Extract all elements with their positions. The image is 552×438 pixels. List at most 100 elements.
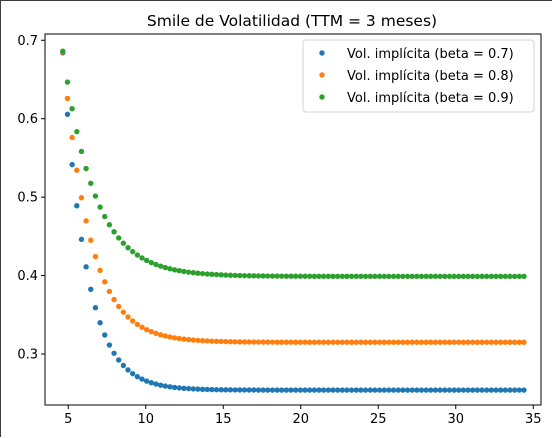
data-point <box>446 339 453 345</box>
data-point <box>381 387 387 393</box>
data-point <box>521 387 527 393</box>
data-point <box>488 273 495 280</box>
data-point <box>316 339 322 345</box>
data-point <box>456 339 462 345</box>
data-point <box>358 387 364 393</box>
x-tick-label: 20 <box>292 412 309 427</box>
data-point <box>162 333 168 339</box>
data-point <box>367 387 373 393</box>
data-point <box>479 273 485 280</box>
data-point <box>483 387 490 393</box>
data-point <box>353 339 359 345</box>
data-point <box>293 387 299 393</box>
data-point <box>423 339 429 345</box>
data-point <box>521 273 527 280</box>
data-point <box>376 387 383 393</box>
data-point <box>157 382 164 388</box>
data-point <box>279 339 285 345</box>
data-point <box>283 339 290 345</box>
data-point <box>167 334 173 340</box>
data-point <box>97 320 103 326</box>
x-tick-label: 5 <box>64 412 72 427</box>
data-point <box>274 339 280 345</box>
data-point <box>358 339 364 345</box>
data-point <box>376 273 383 280</box>
data-point <box>465 339 471 345</box>
data-point <box>97 204 103 210</box>
data-point <box>358 273 364 280</box>
legend-marker-beta-0-7 <box>319 50 325 56</box>
data-point <box>111 296 117 303</box>
data-point <box>372 273 378 280</box>
data-point <box>362 339 369 345</box>
data-point <box>185 385 192 392</box>
data-point <box>404 387 411 393</box>
data-point <box>493 273 499 280</box>
data-point <box>428 273 434 280</box>
data-point <box>456 273 462 280</box>
legend-box <box>302 39 535 113</box>
data-point <box>265 387 271 393</box>
legend-label-beta-0-8: Vol. implícita (beta = 0.8) <box>347 69 514 84</box>
data-point <box>251 387 257 393</box>
data-point <box>451 273 457 280</box>
data-point <box>129 248 136 255</box>
data-point <box>474 273 481 280</box>
data-point <box>227 272 234 278</box>
data-point <box>428 387 434 393</box>
data-point <box>442 387 448 393</box>
data-point <box>302 387 308 393</box>
data-point <box>470 273 476 280</box>
data-point <box>386 339 392 345</box>
data-point <box>283 387 290 393</box>
data-point <box>293 273 299 279</box>
data-point <box>521 339 527 345</box>
data-point <box>306 387 313 393</box>
data-point <box>497 273 504 280</box>
data-point <box>376 339 383 345</box>
data-point <box>311 387 318 393</box>
y-tick-label: 0.4 <box>17 269 38 284</box>
data-point <box>493 387 499 393</box>
data-point <box>204 386 210 393</box>
data-point <box>106 288 113 295</box>
data-point <box>199 270 206 277</box>
data-point <box>497 387 504 393</box>
axes: 5 10 15 20 25 30 35 0.3 0.4 0.5 0.6 0.7 <box>17 34 541 427</box>
data-point <box>414 339 420 345</box>
y-tick-label: 0.5 <box>17 191 38 206</box>
data-point <box>279 273 285 279</box>
legend-label-beta-0-7: Vol. implícita (beta = 0.7) <box>347 47 514 62</box>
data-point <box>334 387 341 393</box>
data-point <box>246 339 252 345</box>
data-point <box>418 387 425 393</box>
data-point <box>88 286 94 293</box>
data-point <box>134 373 141 380</box>
data-point <box>241 339 248 345</box>
data-point <box>92 305 99 311</box>
data-point <box>83 264 89 270</box>
data-point <box>404 273 411 280</box>
data-point <box>339 387 345 393</box>
data-point <box>148 328 155 335</box>
data-point <box>143 257 150 264</box>
plot-points <box>60 48 527 393</box>
data-point <box>232 387 238 393</box>
data-point <box>320 387 327 393</box>
data-point <box>456 387 462 393</box>
data-point <box>78 236 85 243</box>
data-point <box>409 273 415 280</box>
data-point <box>488 339 495 345</box>
data-point <box>465 387 471 393</box>
data-point <box>204 338 210 344</box>
data-point <box>69 105 75 112</box>
data-point <box>218 272 224 278</box>
chart-title: Smile de Volatilidad (TTM = 3 meses) <box>147 12 437 30</box>
data-point <box>162 264 168 271</box>
data-point <box>330 387 336 393</box>
data-point <box>237 272 243 279</box>
data-point <box>451 339 457 345</box>
data-point <box>339 339 345 345</box>
